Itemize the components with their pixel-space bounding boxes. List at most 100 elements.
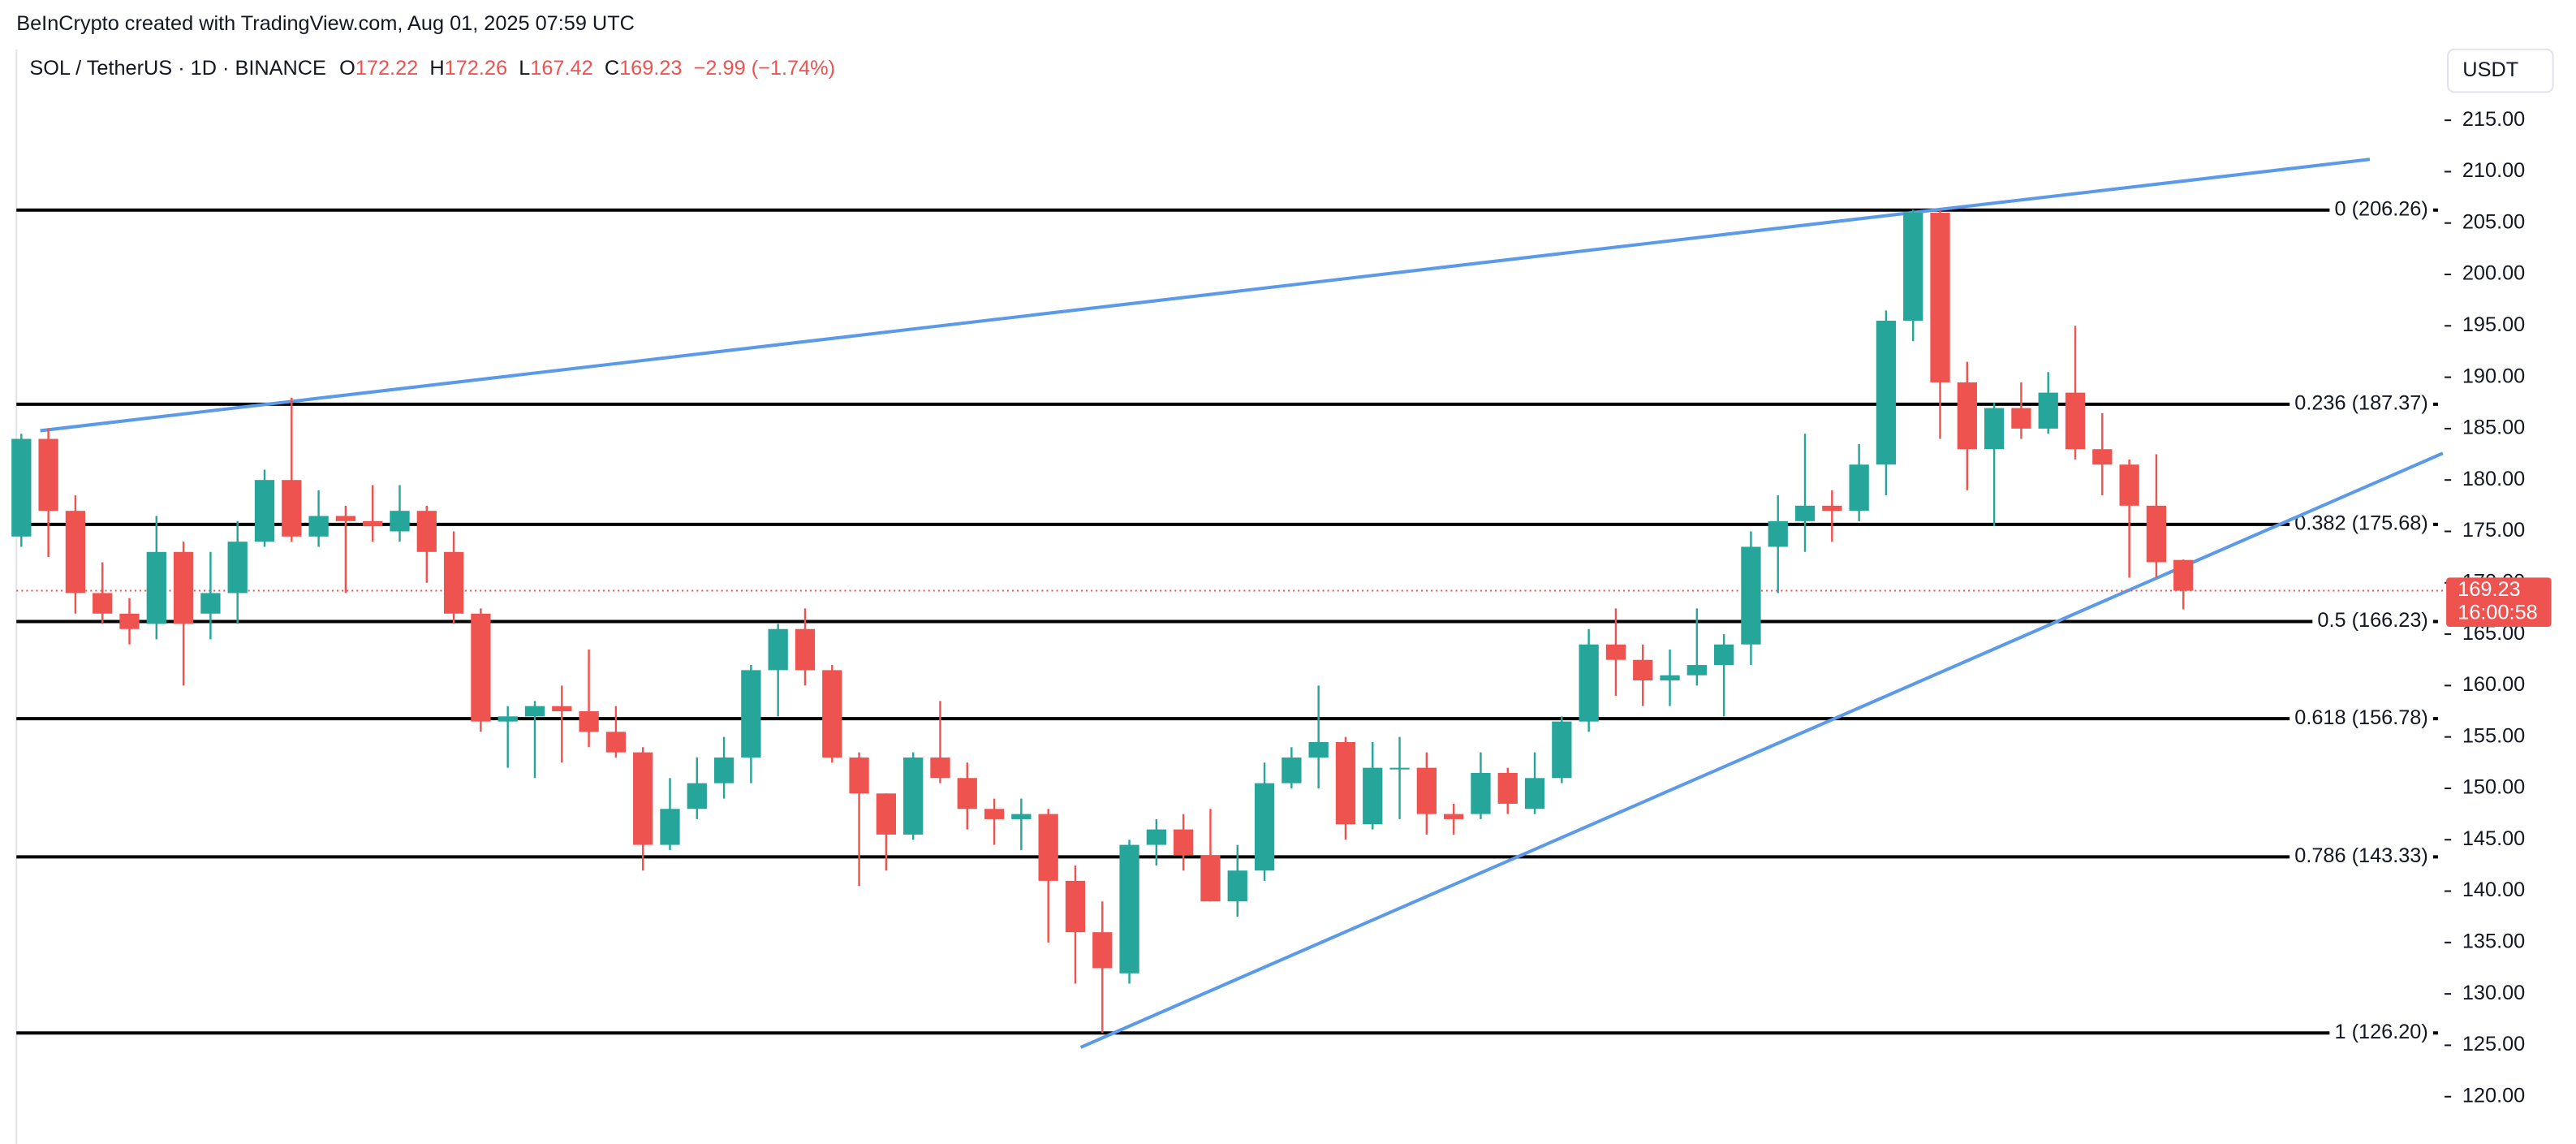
candle-body	[1200, 855, 1221, 902]
candle-body	[93, 593, 113, 614]
candle-body	[687, 783, 707, 809]
candle-body	[1443, 814, 1464, 819]
trendline	[40, 158, 2371, 433]
candle-body	[795, 628, 816, 671]
candle-body	[282, 480, 302, 537]
candle-body	[1741, 546, 1761, 645]
fib-label: 0.236 (187.37)	[2294, 392, 2428, 415]
fib-label: 0 (206.26)	[2334, 197, 2427, 220]
y-tick-label: 155.00	[2462, 724, 2525, 747]
y-tick-label: 205.00	[2462, 210, 2525, 233]
candle-body	[1389, 767, 1410, 770]
countdown: 16:00:58	[2458, 602, 2537, 624]
candle-body	[822, 670, 842, 758]
candle-body	[390, 511, 410, 532]
candle-body	[1849, 464, 1869, 512]
candle-body	[1876, 320, 1897, 465]
candle-body	[1768, 520, 1788, 547]
candle-body	[2173, 559, 2194, 591]
candle-body	[254, 480, 275, 542]
candle-body	[173, 551, 194, 624]
ohlc-key: L	[519, 57, 530, 80]
candle-body	[498, 716, 518, 722]
fib-label-bg	[2329, 1020, 2433, 1043]
y-tick-label: 180.00	[2462, 468, 2525, 490]
fib-label: 1 (126.20)	[2334, 1021, 2427, 1043]
last-price-tag	[2446, 577, 2552, 628]
candle-body	[65, 511, 86, 594]
fib-label: 0.5 (166.23)	[2317, 609, 2427, 632]
fib-label-bg	[2312, 609, 2433, 632]
y-tick-label: 130.00	[2462, 982, 2525, 1004]
change: −2.99 (−1.74%)	[694, 57, 835, 80]
candle-body	[308, 516, 329, 537]
fib-label-bg	[2290, 391, 2433, 415]
candle-body	[713, 757, 734, 784]
candle-body	[524, 706, 545, 717]
fib-label-bg	[2329, 197, 2433, 221]
y-tick-label: 140.00	[2462, 879, 2525, 901]
candle-body	[1146, 829, 1167, 845]
candle-body	[416, 511, 437, 552]
candle-body	[200, 593, 221, 614]
candle-body	[1984, 408, 2005, 450]
candle-body	[2092, 449, 2113, 465]
candle-body	[1011, 814, 1032, 819]
y-tick-label: 200.00	[2462, 262, 2525, 285]
candle-body	[660, 809, 680, 845]
candle-body	[1713, 644, 1734, 666]
candle-body	[1227, 870, 1247, 902]
y-tick-label: 135.00	[2462, 930, 2525, 953]
candle-body	[1497, 772, 1518, 804]
candle-body	[1822, 505, 1842, 512]
candle-body	[1416, 767, 1437, 814]
ohlc-value: 169.23	[619, 57, 682, 80]
candle-body	[1579, 644, 1599, 722]
candle-body	[335, 516, 356, 521]
candle-body	[552, 706, 572, 712]
y-tick-label: 175.00	[2462, 519, 2525, 542]
y-tick-label: 160.00	[2462, 673, 2525, 696]
candle-body	[741, 670, 761, 758]
candle-body	[2011, 408, 2031, 429]
candle-body	[849, 757, 869, 794]
candle-body	[957, 778, 977, 809]
ohlc-legend: SOL / TetherUS · 1D · BINANCE O 172.22 H 172…	[29, 57, 835, 80]
fib-label-bg	[2290, 706, 2433, 729]
candle-body	[930, 757, 950, 779]
candle-body	[443, 551, 464, 614]
symbol: SOL / TetherUS · 1D · BINANCE	[29, 57, 326, 80]
ohlc-key: C	[605, 57, 619, 80]
candle-body	[876, 793, 897, 835]
candle-body	[984, 809, 1005, 819]
candle-body	[1065, 880, 1086, 933]
candle-body	[38, 438, 58, 512]
fib-label-bg	[2290, 844, 2433, 868]
candle-body	[1471, 772, 1491, 814]
candle-body	[2065, 392, 2086, 450]
candle-body	[1552, 721, 1572, 779]
candle-body	[1524, 778, 1545, 809]
candle-body	[1794, 505, 1816, 521]
currency[interactable]: USDT	[2462, 58, 2518, 81]
candle-body	[1335, 741, 1356, 825]
candle-body	[633, 752, 653, 845]
y-tick-label: 125.00	[2462, 1033, 2525, 1056]
y-tick-label: 215.00	[2462, 108, 2525, 131]
candle-body	[1686, 665, 1707, 676]
currency-box[interactable]	[2447, 48, 2554, 93]
candle-body	[2038, 392, 2058, 429]
fib-label: 0.382 (175.68)	[2294, 512, 2428, 535]
candle-body	[605, 732, 627, 753]
candle-body	[363, 520, 383, 527]
ohlc-value: 167.42	[530, 57, 592, 80]
candle-body	[1605, 644, 1626, 660]
last-price-label: 169.23	[2458, 578, 2520, 601]
candle-body	[1903, 213, 1923, 321]
candle-body	[1308, 741, 1329, 758]
fib-label: 0.786 (143.33)	[2294, 844, 2428, 867]
candle-body	[1282, 757, 1302, 784]
candle-body	[579, 711, 599, 732]
